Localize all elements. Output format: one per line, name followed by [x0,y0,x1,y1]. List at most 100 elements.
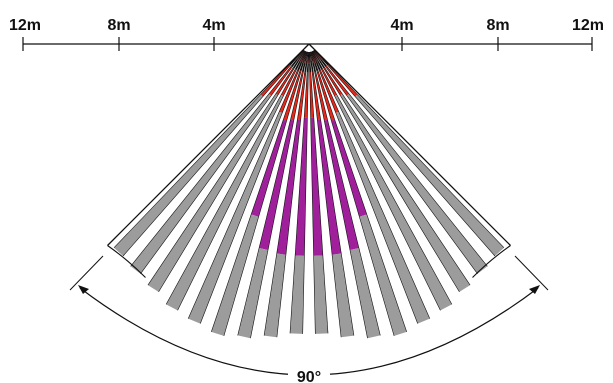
beam-edge-line [147,50,305,286]
angle-extension-line-left [69,255,104,291]
scale-label-left-12m: 12m [9,17,41,34]
beam-far-zone [313,255,328,334]
beam-edge-line [158,50,306,293]
beam-far-zone [290,255,305,334]
fan-outer-arc-right [472,245,511,278]
beam-edge-line [311,51,407,332]
scale-label-left-4m: 4m [202,17,225,34]
beam-mid-zone [310,117,323,256]
scale-label-right-4m: 4m [390,17,413,34]
beam-edge-line [276,51,309,338]
beam-far-zone [340,93,471,292]
beam-edge-line [310,51,381,336]
beam-mid-zone [259,119,294,250]
beam-tip-marker [293,60,299,68]
beam-edge-line [311,51,431,319]
angle-arrowhead-left [78,285,89,294]
beam-edge-line [177,51,306,311]
beam-edge-line [211,51,307,332]
beam-mid-zone [331,119,367,217]
beam-far-zone [334,94,452,311]
fan-edge-right [308,43,511,246]
beam-edge-line [313,50,471,286]
beam-edge-line [130,50,305,267]
beam-edge-line [308,51,316,334]
beam-mid-zone [295,117,308,256]
beam-tip-marker [307,64,309,72]
beam-edge-line [312,51,441,311]
beam-tip-marker [317,61,323,70]
scale-label-right-12m: 12m [572,17,604,34]
beam-tip-marker [314,62,318,71]
beam-mid-zone [324,119,359,250]
beam-edge-line [165,50,306,305]
beam-tip-marker [297,62,302,71]
beam-tip-marker [300,62,304,71]
beam-mid-zone [276,119,301,255]
beam-edge-line [312,50,460,293]
beam-edge-line [312,50,453,305]
beam-edge-line [237,51,308,336]
beam-far-zone [332,253,354,338]
beam-tip-marker [309,64,311,72]
fan-edge-left [107,43,310,246]
coverage-angle-indicator: 90° [69,255,549,383]
beam-edge-line [250,51,308,339]
beam-edge-line [310,51,395,336]
beam-edge-line [140,50,305,274]
beam-tip-marker [312,63,316,72]
beam-far-zone [147,93,278,292]
beam-tip-marker [319,60,325,68]
beam-far-zone [355,94,504,256]
beam-far-zone [359,214,407,336]
angle-arrowhead-right [529,285,540,294]
beam-edge-line [309,51,329,334]
beam-mid-zone [251,119,287,217]
beam-far-zone [166,94,284,311]
angle-label-background [288,366,330,383]
beam-edge-line [311,51,418,324]
beam-edge-line [309,51,355,336]
beam-edge-line [187,51,307,319]
scale-label-right-8m: 8m [486,17,509,34]
beam-tip-marker [291,59,298,67]
beam-far-zone [346,93,488,274]
beam-edge-line [314,49,496,257]
beam-far-zone [350,248,381,339]
beam-edge-line [289,51,309,334]
beam-far-zone [188,111,283,324]
distance-scale: 12m 8m 4m 4m 8m 12m [9,17,604,51]
beam-tip-marker [302,63,306,72]
beam-tip-marker [322,58,329,66]
beam-edge-line [314,49,505,248]
beam-edge-line [313,50,478,274]
beam-edge-line [310,51,368,339]
beam-far-zone [335,111,430,324]
beam-far-zone [264,253,286,338]
beam-edge-line [113,49,304,248]
beam-edge-line [309,51,342,338]
beam-edge-line [302,51,310,334]
beam-edge-line [263,51,309,336]
angle-extension-line-right [514,255,549,291]
beam-far-zone [130,93,272,274]
beam-far-zone [114,94,263,256]
beam-mid-zone [317,119,342,255]
beam-tip-marker [295,61,301,70]
beam-edge-line [122,49,304,257]
beam-tip-marker [289,58,296,66]
angle-arc [79,287,539,376]
beam-tip-marker [316,62,321,71]
beam-edge-line [223,51,308,336]
beam-tip-marker [311,63,314,72]
scale-label-left-8m: 8m [107,17,130,34]
detection-fan [107,43,511,339]
beam-edge-line [200,51,307,324]
beam-tip-marker [320,59,327,67]
angle-label: 90° [297,369,321,383]
beam-tip-marker [304,63,307,72]
beam-far-zone [237,248,268,339]
beam-edge-line [313,50,488,267]
fan-outer-arc-left [107,245,146,278]
